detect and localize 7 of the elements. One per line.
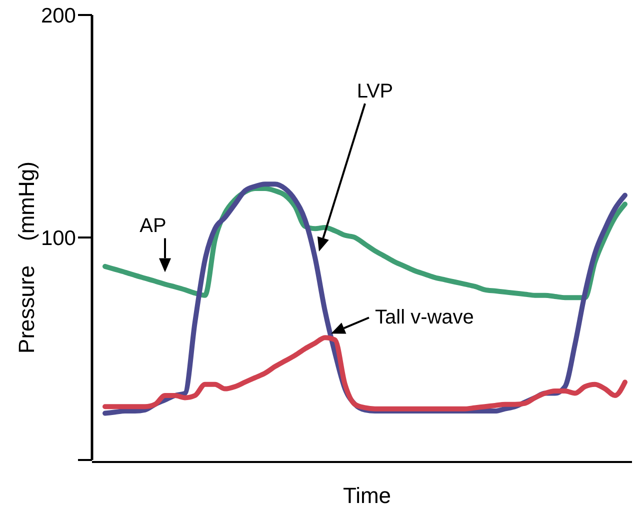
series-label: AP xyxy=(140,215,166,238)
annotation: Tall v-wave xyxy=(375,306,474,329)
text: LVP xyxy=(356,80,394,103)
y-axis-title: Pressure (mmHg) xyxy=(14,162,39,354)
x-axis-title: Time xyxy=(342,483,392,508)
y-tick-label: 100 xyxy=(40,226,76,250)
y-tick-label: 200 xyxy=(40,4,76,28)
